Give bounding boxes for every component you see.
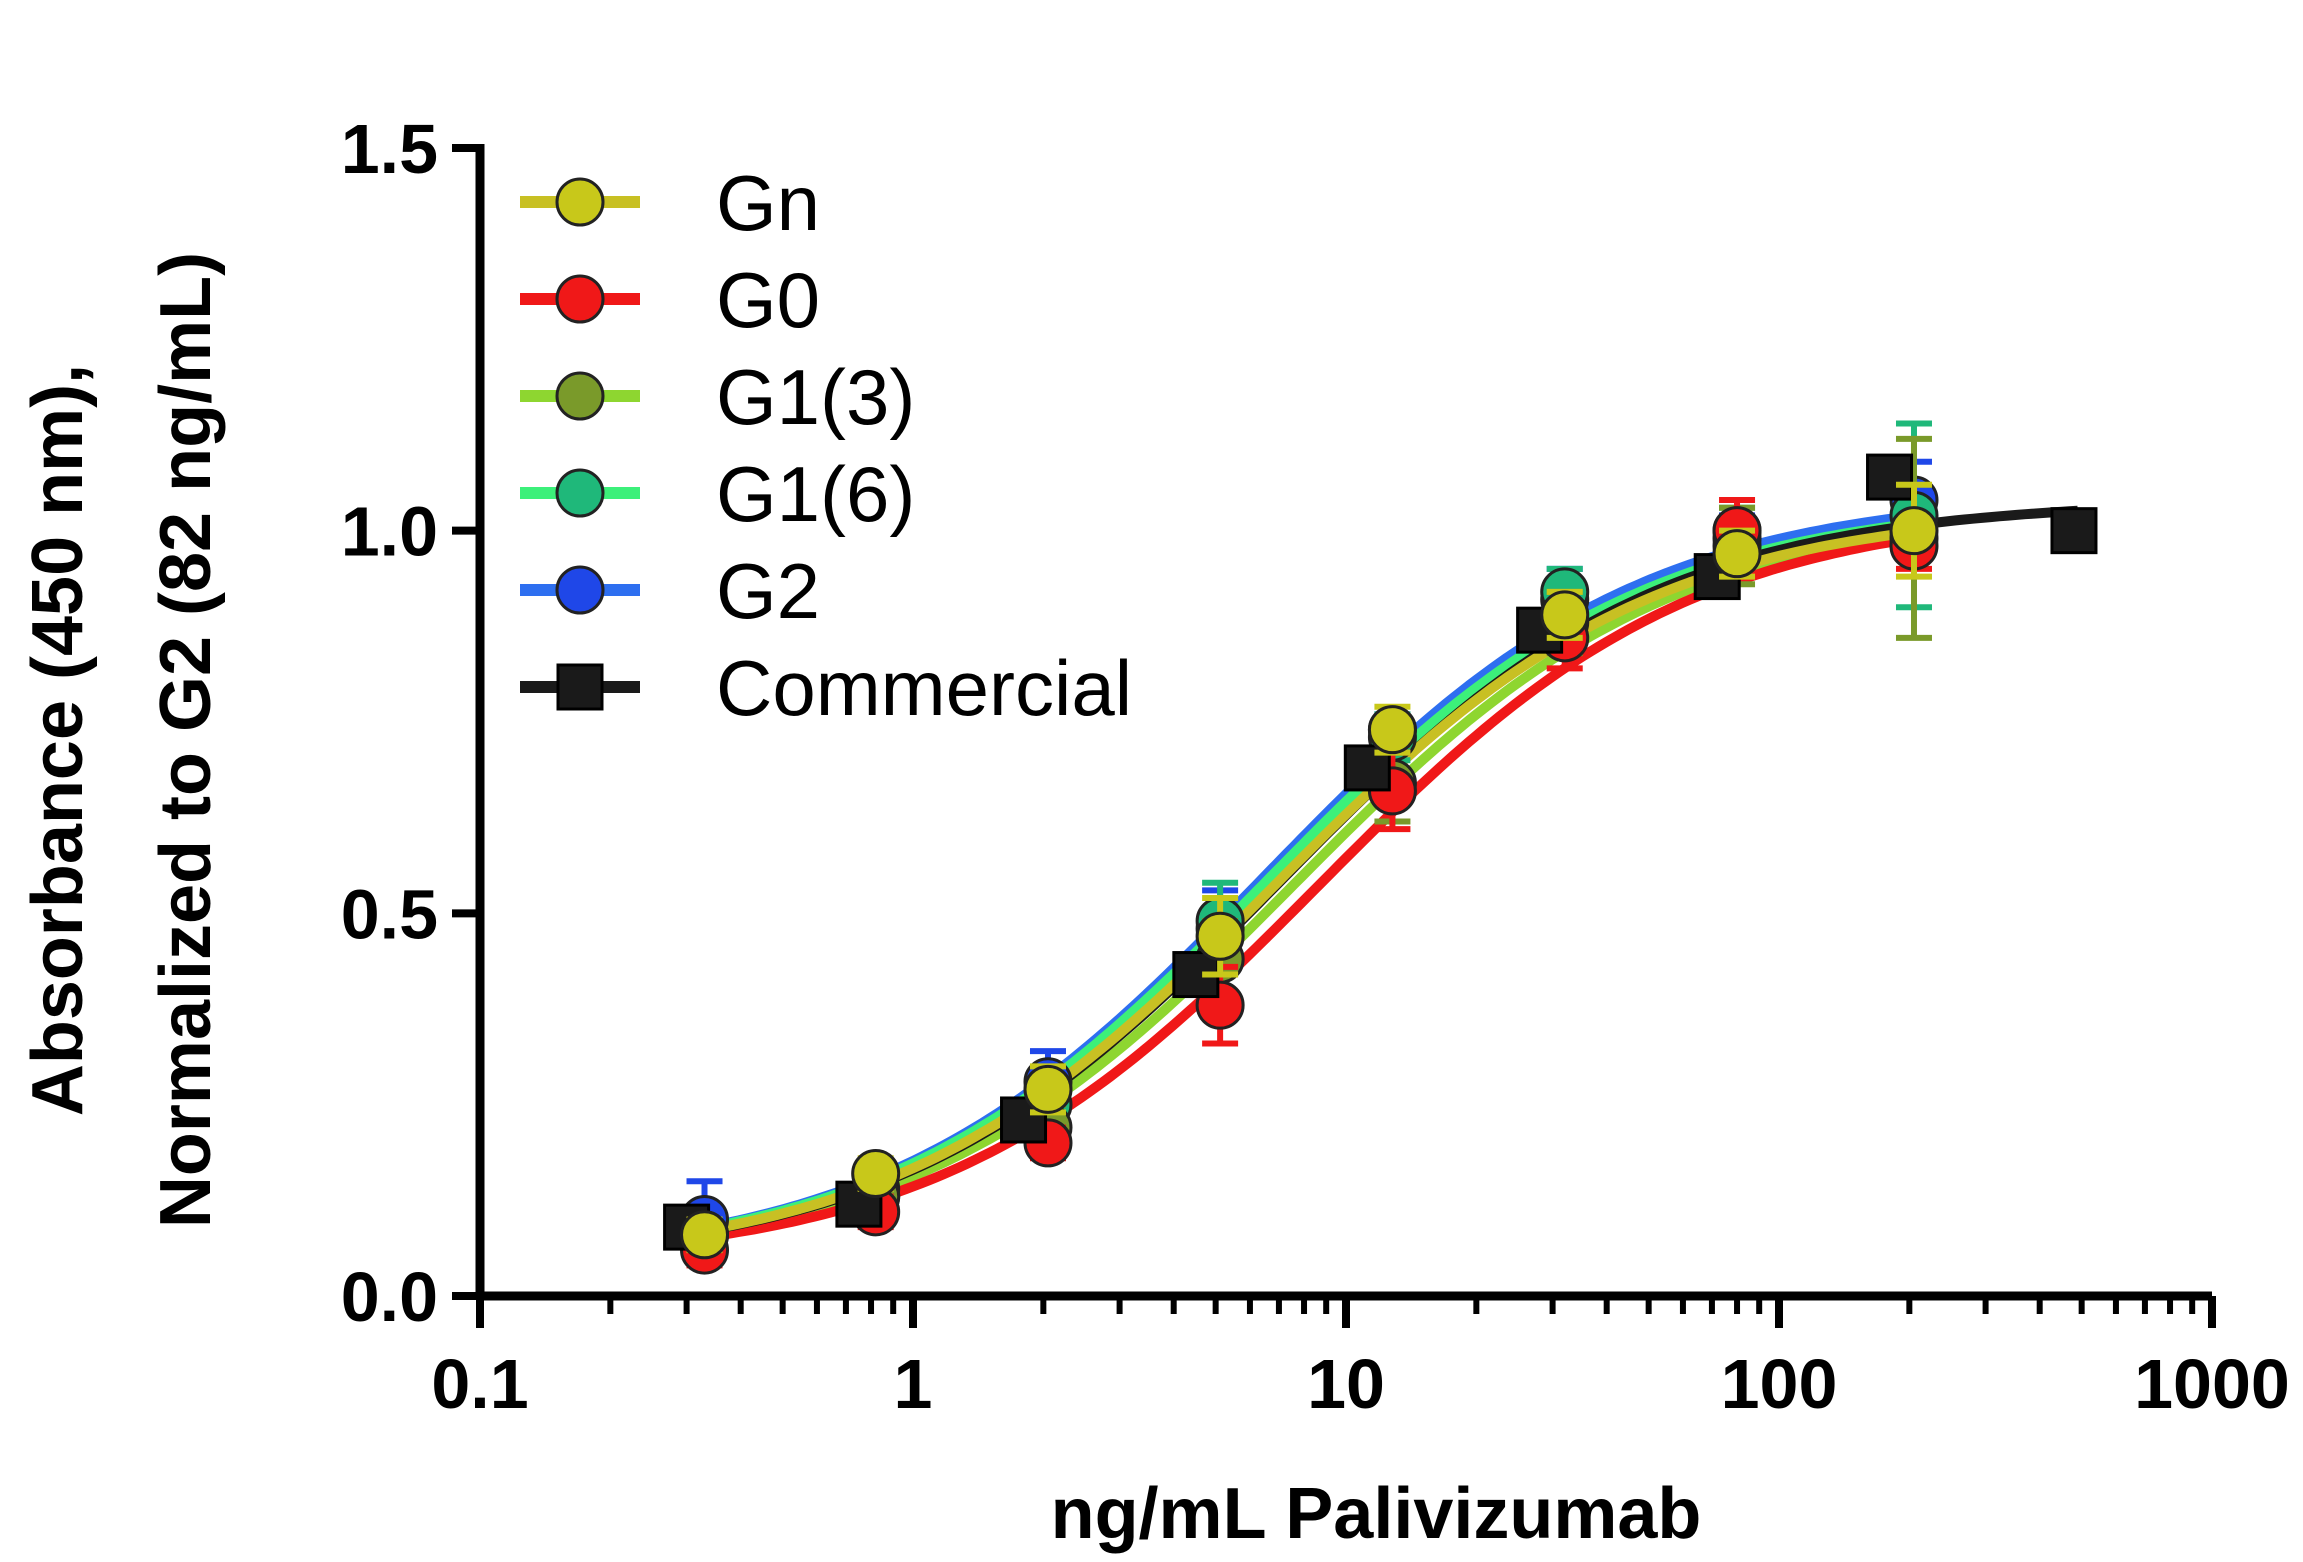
fit-curve-gn [699,526,1919,1236]
x-tick-label: 10 [1307,1345,1385,1423]
y-axis-title-line1: Absorbance (450 nm), [18,364,98,1116]
legend-marker-g13 [555,371,605,421]
legend-label-gn: Gn [716,159,820,247]
x-axis-title: ng/mL Palivizumab [1051,1474,1702,1554]
legend-label-g2: G2 [716,547,820,635]
legend-label-g0: G0 [716,256,820,344]
x-tick-label: 0.1 [431,1345,528,1423]
x-tick-label: 1000 [2134,1345,2290,1423]
point-gn [1367,705,1417,755]
y-tick-label: 1.5 [341,110,438,188]
legend-marker-g2 [555,565,605,615]
point-commercial [2050,507,2098,555]
point-gn [1889,506,1939,556]
legend-label-g16: G1(6) [716,450,915,538]
point-gn [1023,1064,1073,1114]
point-commercial [1866,453,1914,501]
y-tick-label: 0.0 [341,1258,438,1336]
axes: 0.0 0.5 1.0 1.5 0.1 1 10 100 1000 ng/mL Palivizum… [18,110,2290,1554]
point-gn [1540,590,1590,640]
legend-marker-g16 [555,468,605,518]
legend-label-commercial: Commercial [716,644,1132,732]
point-gn [680,1210,730,1260]
x-tick-label: 1 [894,1345,933,1423]
y-tick-label: 0.5 [341,875,438,953]
legend-marker-g0 [555,274,605,324]
legend-label-g13: G1(3) [716,353,915,441]
x-tick-label: 100 [1721,1345,1838,1423]
legend-marker-commercial [556,663,604,711]
fit-curve-g0 [699,532,1919,1243]
point-gn [851,1149,901,1199]
point-gn [1195,911,1245,961]
fit-curves [682,505,2078,1243]
data-markers [663,420,2098,1275]
y-axis-title-line2: Normalized to G2 (82 ng/mL) [146,252,226,1228]
point-gn [1712,529,1762,579]
y-tick-label: 1.0 [341,493,438,571]
fit-curve-commercial [682,505,2078,1240]
legend-marker-gn [555,177,605,227]
fit-curve-g13 [699,528,1919,1240]
legend: Gn G0 G1(3) G1(6) G2 Commercial [520,159,1132,732]
